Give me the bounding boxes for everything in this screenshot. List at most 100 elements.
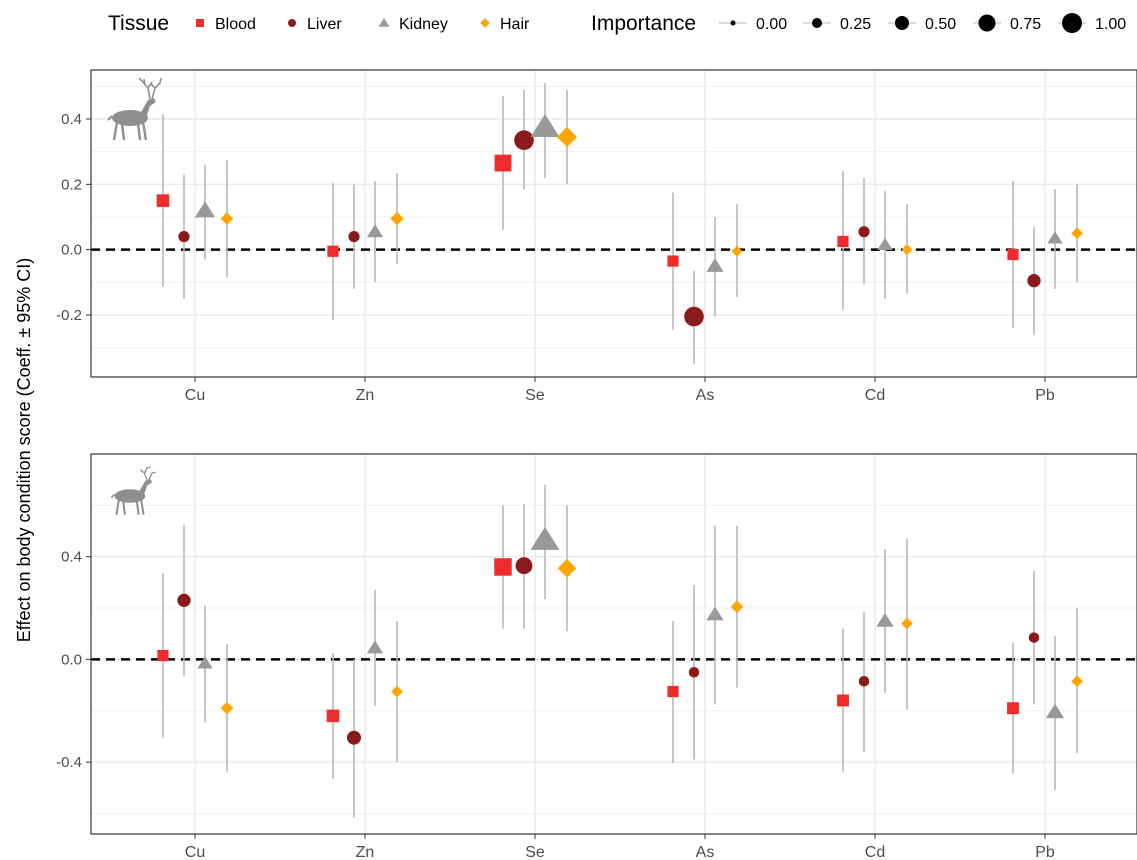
legend-importance-item: 0.25	[803, 16, 871, 33]
data-point	[326, 709, 340, 723]
y-tick-label: 0.4	[61, 111, 82, 128]
legend-label-hair: Hair	[500, 16, 530, 33]
panel-background	[91, 454, 1137, 834]
legend-item-hair: Hair	[480, 16, 530, 33]
data-point	[514, 130, 534, 151]
legend-title-tissue: Tissue	[108, 12, 169, 35]
x-tick-label: Se	[525, 387, 545, 404]
legend-key-liver	[288, 19, 296, 27]
data-point	[348, 230, 360, 243]
x-tick-label: Pb	[1035, 387, 1055, 404]
legend-importance-item: 1.00	[1058, 13, 1126, 33]
series-liver	[177, 504, 1040, 818]
x-tick-label: Pb	[1035, 844, 1055, 860]
legend-item-liver: Liver	[288, 16, 342, 33]
legend-importance-item: 0.50	[888, 16, 956, 33]
legend-importance-label: 1.00	[1095, 16, 1126, 33]
data-point	[530, 526, 560, 550]
legend-importance-item: 0.75	[973, 14, 1041, 33]
data-point	[667, 685, 679, 698]
x-tick-label: As	[696, 387, 715, 404]
series-blood	[157, 505, 1019, 779]
data-point	[557, 559, 577, 578]
series-hair	[220, 505, 1083, 773]
data-point	[706, 606, 724, 621]
legend-key-hair	[480, 18, 490, 28]
legend-importance-dot	[895, 16, 909, 30]
legend-importance-dot	[978, 14, 996, 32]
y-tick-label: 0.0	[61, 651, 82, 668]
data-point	[1071, 227, 1083, 240]
y-tick-label: 0.0	[61, 242, 82, 259]
data-point	[1027, 274, 1041, 288]
legend-item-blood: Blood	[196, 16, 256, 33]
panels: -0.2 0.0 0.2 0.4 Cu Zn Se As Cd Pb -0.4 0.0 0.4 Cu Zn S…	[56, 69, 1137, 860]
legend-importance-dot	[1062, 13, 1082, 33]
legend-key-kidney	[378, 18, 390, 27]
y-tick-label: -0.2	[56, 307, 82, 324]
data-point	[1071, 675, 1083, 688]
data-point	[327, 245, 339, 257]
y-tick-label: 0.2	[61, 176, 82, 193]
legend-item-kidney: Kidney	[378, 16, 448, 33]
data-point	[876, 613, 894, 627]
y-tick-label: 0.4	[61, 549, 82, 566]
series-hair	[220, 89, 1083, 297]
data-point	[667, 255, 679, 267]
data-point	[731, 245, 743, 257]
legend-label-kidney: Kidney	[399, 16, 448, 33]
data-point	[901, 244, 913, 256]
data-point	[1028, 632, 1040, 643]
series-kidney	[194, 83, 1063, 317]
y-axis-label: Effect on body condition score (Coeff. ±…	[14, 258, 34, 642]
y-tick-label: -0.4	[56, 754, 82, 771]
data-point	[901, 617, 913, 630]
data-point	[530, 114, 560, 137]
series-blood	[156, 96, 1019, 330]
legend: Tissue Blood Liver Kidney Hair Importance 0…	[108, 12, 1126, 35]
legend-importance-label: 0.25	[840, 16, 871, 33]
data-point	[197, 656, 213, 669]
panel-border	[90, 69, 1137, 378]
panel-border	[90, 453, 1137, 835]
x-tick-label: Zn	[356, 387, 375, 404]
data-point	[391, 685, 403, 698]
data-point	[194, 201, 216, 218]
data-point	[220, 701, 234, 715]
data-point	[347, 730, 361, 745]
data-point	[1007, 248, 1019, 261]
data-point	[684, 306, 704, 327]
data-point	[837, 694, 849, 707]
panel-bottom: -0.4 0.0 0.4 Cu Zn Se As Cd Pb	[56, 453, 1137, 860]
data-point	[858, 226, 870, 238]
series-liver	[178, 89, 1041, 364]
x-tick-label: Zn	[356, 844, 375, 860]
data-point	[1047, 231, 1063, 244]
data-point	[877, 237, 893, 250]
x-tick-label: Se	[525, 844, 545, 860]
data-point	[730, 600, 744, 614]
data-point	[1045, 703, 1065, 719]
legend-importance-dot	[730, 20, 736, 26]
data-point	[178, 230, 190, 243]
legend-importance-label: 0.50	[925, 16, 956, 33]
x-tick-label: Cu	[185, 844, 205, 860]
data-point	[494, 154, 512, 172]
data-point	[220, 212, 234, 225]
data-point	[688, 666, 700, 678]
data-point	[494, 558, 512, 576]
data-point	[858, 675, 870, 687]
data-point	[156, 194, 170, 207]
panel-top: -0.2 0.0 0.2 0.4 Cu Zn Se As Cd Pb	[56, 69, 1137, 404]
x-tick-label: Cd	[865, 387, 885, 404]
red-deer-icon	[107, 77, 162, 141]
data-point	[837, 235, 849, 248]
panel-background	[91, 70, 1137, 377]
data-point	[706, 258, 724, 272]
legend-importance-dot	[812, 18, 822, 28]
data-point	[1007, 702, 1019, 715]
legend-importance-label: 0.00	[756, 16, 787, 33]
legend-title-importance: Importance	[591, 12, 696, 35]
data-point	[366, 224, 384, 238]
